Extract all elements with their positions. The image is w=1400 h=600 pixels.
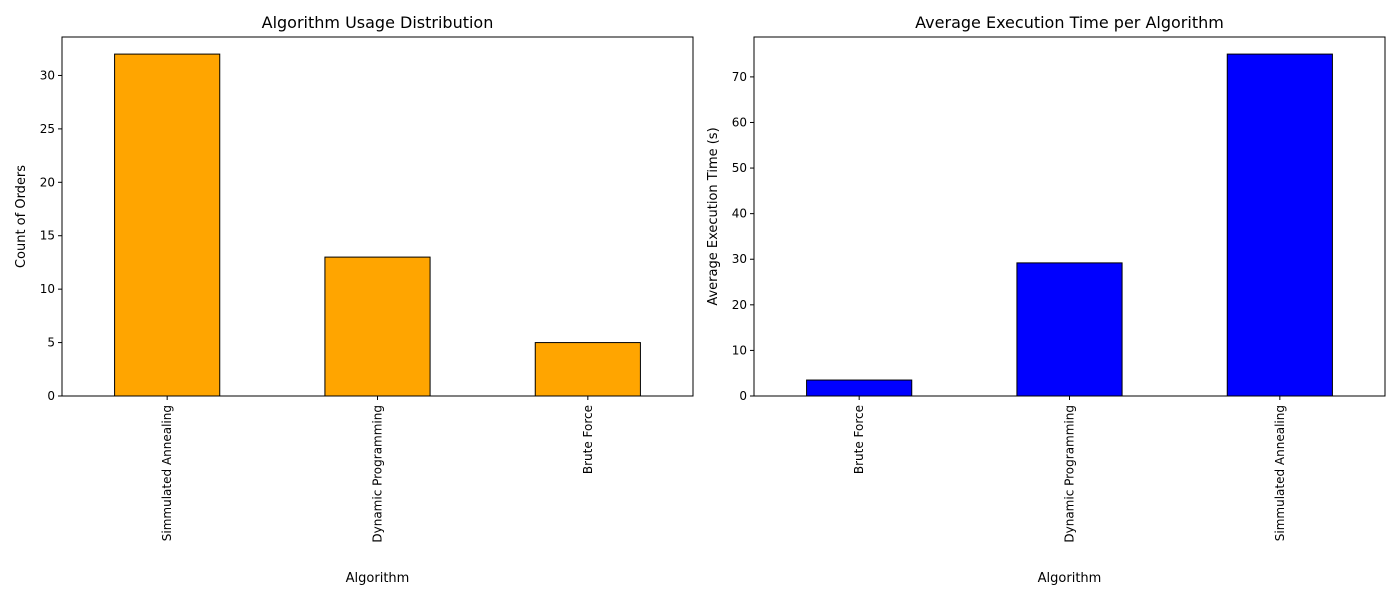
chart-execution-time: Average Execution Time per Algorithm 0 10 2… <box>706 13 1386 586</box>
bar <box>1226 53 1333 397</box>
bar <box>114 53 221 397</box>
y-tick-label: 10 <box>732 343 747 357</box>
x-axis-label: Algorithm <box>1038 571 1102 586</box>
bar <box>534 342 641 397</box>
y-axis-label: Average Execution Time (s) <box>706 127 721 305</box>
y-tick-label: 5 <box>47 336 55 350</box>
y-tick-label: 30 <box>40 68 55 82</box>
y-tick-label: 20 <box>732 298 747 312</box>
x-tick-label: Dynamic Programming <box>1063 405 1077 543</box>
y-tick-label: 0 <box>739 389 747 403</box>
y-tick-label: 40 <box>732 207 747 221</box>
bar <box>1016 262 1123 397</box>
bar <box>324 256 431 397</box>
x-tick-label: Brute Force <box>581 405 595 474</box>
chart-title: Average Execution Time per Algorithm <box>915 13 1224 32</box>
y-tick-label: 70 <box>732 70 747 84</box>
chart-usage-distribution: Algorithm Usage Distribution 0 5 10 15 20 25 30… <box>14 13 694 586</box>
y-tick-label: 0 <box>47 389 55 403</box>
bar <box>806 379 913 397</box>
y-tick-label: 30 <box>732 252 747 266</box>
x-tick-label: Simmulated Annealing <box>1273 405 1287 541</box>
y-tick-label: 20 <box>40 175 55 189</box>
y-tick-label: 50 <box>732 161 747 175</box>
y-axis-label: Count of Orders <box>14 165 29 268</box>
chart-title: Algorithm Usage Distribution <box>262 13 494 32</box>
y-tick-label: 15 <box>40 229 55 243</box>
y-tick-label: 60 <box>732 115 747 129</box>
x-axis-label: Algorithm <box>346 571 410 586</box>
x-tick-label: Simmulated Annealing <box>160 405 174 541</box>
y-tick-label: 10 <box>40 282 55 296</box>
x-tick-label: Brute Force <box>852 405 866 474</box>
y-tick-label: 25 <box>40 122 55 136</box>
x-tick-label: Dynamic Programming <box>371 405 385 543</box>
